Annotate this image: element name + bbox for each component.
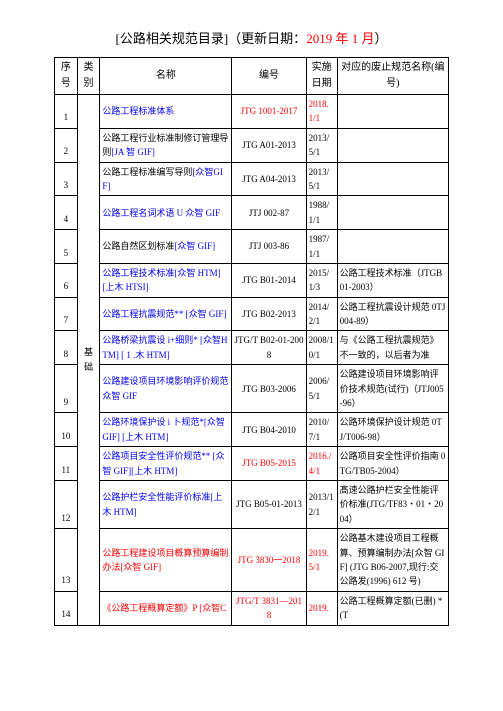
cell-repl: 公路工程技术标准（JTGB01-2003） [337,263,448,297]
header-date: 实施日期 [306,58,337,95]
cell-code: JTG/T 3831—2018 [232,591,306,625]
cell-code: JTG/T B02-01-2008 [232,331,306,365]
cell-seq: 11 [55,447,78,481]
cell-date: 2013/5/1 [306,162,337,196]
spec-table: 序号 类别 名称 编号 实施日期 对应的废止规范名称(编号) 1基础公路工程标准… [54,57,449,626]
cell-code: JTG B04-2010 [232,413,306,447]
cell-code: JTJ 003-86 [232,230,306,264]
cell-code: JTG B03-2006 [232,365,306,413]
table-row: 10 公路环境保护设 i 卜规范*[众智GIF] [上木 HTM]JTG B04-… [55,413,449,447]
cell-name: 公路工程标准编写导则[众智GIF] [100,162,232,196]
cell-date: 2016./4/1 [306,447,337,481]
cell-repl [337,128,448,162]
title-part1: [公路相关规范目录]（更新日期： [116,31,307,46]
cell-seq: 12 [55,480,78,528]
table-row: 3 公路工程标准编写导则[众智GIF]JTG A04-20132013/5/1 [55,162,449,196]
title-part3: ） [374,31,387,46]
cell-name: 公路环境保护设 i 卜规范*[众智GIF] [上木 HTM] [100,413,232,447]
table-body: 1基础公路工程标准体系JTG 1001-20172018.1/12公路工程行业标… [55,95,449,626]
table-row: 13 公路工程建设项目槪算预算编制办法[众智 GIF]JTG 3830一20182… [55,529,449,592]
table-row: 11 公路项目安全性评价规范** [众智 GIF][上木 HTM]JTG B05-… [55,447,449,481]
cell-name: 公路工程抗震规范** [众智 GIF] [100,297,232,331]
header-repl: 对应的废止规范名称(编号) [337,58,448,95]
cell-repl [337,230,448,264]
cell-repl: 髙速公路护栏安全性能评价标准(JTG/TF83・01・2004） [337,480,448,528]
table-row: 7 公路工程抗震规范** [众智 GIF]JTG B02-20132014/2/1… [55,297,449,331]
cell-name: 公路护栏安全性能评价标准[上木 HTM] [100,480,232,528]
cell-name: 公路工程名词术语 U 众智 GIF [100,196,232,230]
cell-date: 2010/7/1 [306,413,337,447]
cell-seq: 10 [55,413,78,447]
cell-repl [337,196,448,230]
cell-date: 1988/1/1 [306,196,337,230]
header-cat: 类别 [77,58,100,95]
cell-repl [337,95,448,129]
cell-seq: 13 [55,529,78,592]
page-title: [公路相关规范目录]（更新日期：2019 年 1 月） [54,28,449,47]
cell-seq: 6 [55,263,78,297]
cell-repl: 公路环境保护设计规范 0TJ/T006-98） [337,413,448,447]
cell-name: 公路项目安全性评价规范** [众智 GIF][上木 HTM] [100,447,232,481]
cell-date: 2013/12/1 [306,480,337,528]
cell-date: 2014/2/1 [306,297,337,331]
cell-name: 公路工程标准体系 [100,95,232,129]
cell-code: JTG 3830一2018 [232,529,306,592]
header-name: 名称 [100,58,232,95]
cell-code: JTJ 002-87 [232,196,306,230]
cell-date: 2019.5/1 [306,529,337,592]
cell-repl: 公路项目安全性评价指南 0TG/TB05-2004） [337,447,448,481]
cell-name: 公路建设项目环境影响评价规范众智 GIF [100,365,232,413]
cell-date: 2018.1/1 [306,95,337,129]
cell-date: 2006/5/1 [306,365,337,413]
cell-code: JTG A01-2013 [232,128,306,162]
header-code: 编号 [232,58,306,95]
cell-code: JTG B01-2014 [232,263,306,297]
cell-seq: 8 [55,331,78,365]
cell-code: JTG B05-2015 [232,447,306,481]
table-row: 4 公路工程名词术语 U 众智 GIFJTJ 002-871988/1/1 [55,196,449,230]
table-row: 12 公路护栏安全性能评价标准[上木 HTM]JTG B05-01-2013201… [55,480,449,528]
cell-code: JTG A04-2013 [232,162,306,196]
title-part2: 2019 年 1 月 [306,31,374,46]
cell-name: 《公路工程概算定额》P [众智C [100,591,232,625]
header-seq: 序号 [55,58,78,95]
cell-code: JTG B02-2013 [232,297,306,331]
cell-seq: 4 [55,196,78,230]
cell-repl: 公路工程概算定额(已删) *(T [337,591,448,625]
table-row: 6 公路工程技术标准[众智 HTM][上木 HTSI]JTG B01-201420… [55,263,449,297]
cell-repl: 公路建设项目环境影响评价技术规范(试行)（JTJ005-96） [337,365,448,413]
cell-name: 公路桥梁抗震设 i+细则* [众智HTM] [ 1 .木 HTM] [100,331,232,365]
cell-date: 2019. [306,591,337,625]
cell-seq: 14 [55,591,78,625]
cell-date: 2013/5/1 [306,128,337,162]
cell-seq: 5 [55,230,78,264]
cell-code: JTG 1001-2017 [232,95,306,129]
cell-name: 公路工程行业标准制修订管理导则[JA 智 GIF] [100,128,232,162]
table-row: 2 公路工程行业标准制修订管理导则[JA 智 GIF]JTG A01-201320… [55,128,449,162]
cell-seq: 9 [55,365,78,413]
cell-repl: 公路工程抗震设计规范 0TJ004-89） [337,297,448,331]
table-row: 8 公路桥梁抗震设 i+细则* [众智HTM] [ 1 .木 HTM]JTG/T … [55,331,449,365]
table-row: 1基础公路工程标准体系JTG 1001-20172018.1/1 [55,95,449,129]
cell-date: 2015/1/3 [306,263,337,297]
cell-code: JTG B05-01-2013 [232,480,306,528]
cell-seq: 2 [55,128,78,162]
cell-name: 公路自然区划标准[众智 GIF] [100,230,232,264]
table-row: 14 《公路工程概算定额》P [众智CJTG/T 3831—20182019.公路… [55,591,449,625]
cell-repl: 公路基木建设项目工程概算、预算编制办法[众智 GIF] (JTG B06-200… [337,529,448,592]
cell-date: 1987/1/1 [306,230,337,264]
cell-seq: 1 [55,95,78,129]
cell-repl: 与《公路工程抗震规范》不一致的，以后者为准 [337,331,448,365]
cell-seq: 3 [55,162,78,196]
cell-date: 2008/10/1 [306,331,337,365]
cell-name: 公路工程建设项目槪算预算编制办法[众智 GIF] [100,529,232,592]
table-row: 5 公路自然区划标准[众智 GIF]JTJ 003-861987/1/1 [55,230,449,264]
cell-repl [337,162,448,196]
cell-seq: 7 [55,297,78,331]
cell-name: 公路工程技术标准[众智 HTM][上木 HTSI] [100,263,232,297]
cell-category: 基础 [77,95,100,626]
table-row: 9 公路建设项目环境影响评价规范众智 GIFJTG B03-20062006/5/… [55,365,449,413]
